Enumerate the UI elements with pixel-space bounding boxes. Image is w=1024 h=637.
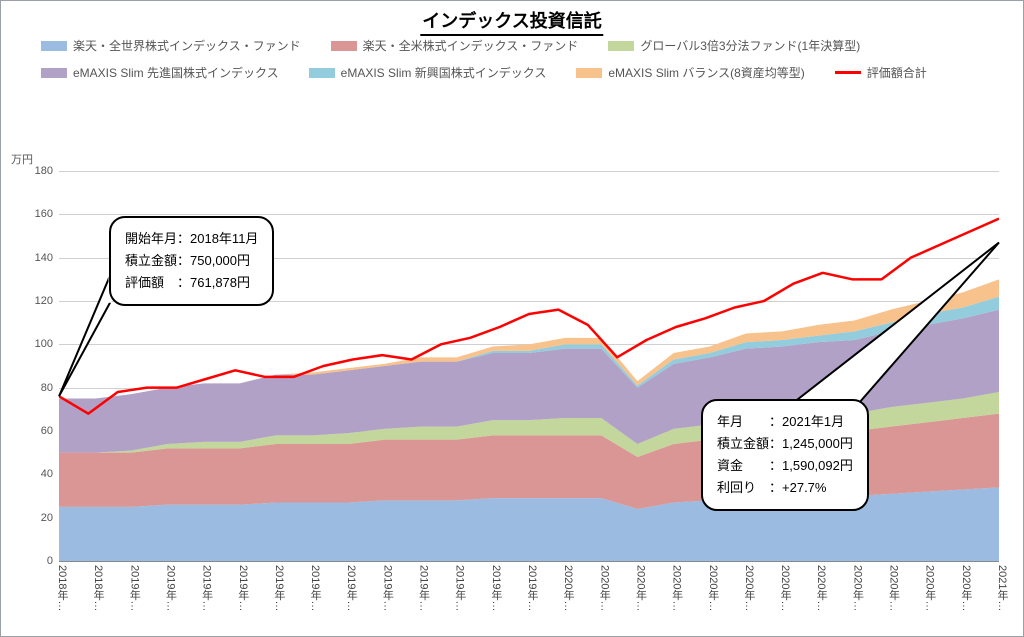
callout-start: 開始年月：2018年11月積立金額：750,000円評価額 ：761,878円	[109, 216, 274, 306]
callout-label: 積立金額：	[717, 433, 782, 455]
chart-frame: インデックス投資信託 楽天・全世界株式インデックス・ファンド楽天・全米株式インデ…	[0, 0, 1024, 637]
callout-tail-end	[794, 243, 999, 403]
callout-tails	[1, 1, 1024, 637]
callout-label: 開始年月：	[125, 228, 190, 250]
callout-label: 年月 ：	[717, 411, 782, 433]
callout-value: 750,000円	[190, 250, 250, 272]
callout-label: 利回り ：	[717, 477, 782, 499]
callout-label: 積立金額：	[125, 250, 190, 272]
callout-tail-start	[59, 276, 110, 397]
callout-value: 1,245,000円	[782, 433, 853, 455]
callout-value: 2018年11月	[190, 228, 258, 250]
callout-value: +27.7%	[782, 477, 826, 499]
callout-value: 2021年1月	[782, 411, 844, 433]
callout-label: 評価額 ：	[125, 272, 190, 294]
callout-label: 資金 ：	[717, 455, 782, 477]
callout-end: 年月 ：2021年1月積立金額：1,245,000円資金 ：1,590,092円…	[701, 399, 869, 511]
callout-value: 761,878円	[190, 272, 250, 294]
callout-value: 1,590,092円	[782, 455, 853, 477]
